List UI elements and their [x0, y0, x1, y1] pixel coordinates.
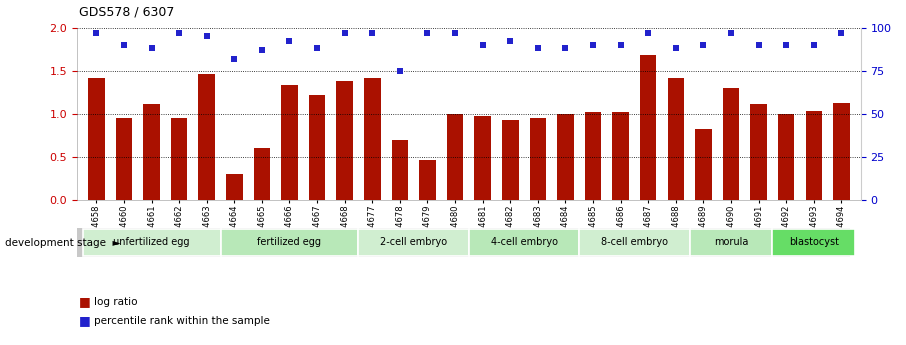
Point	[283, 39, 297, 44]
Bar	[750, 104, 766, 200]
Point	[89, 30, 103, 36]
Bar	[689, 229, 773, 256]
Text: 8-cell embryo: 8-cell embryo	[601, 237, 668, 247]
Point	[255, 47, 269, 53]
Point	[420, 30, 435, 36]
Bar	[336, 81, 353, 200]
Bar	[309, 95, 325, 200]
Point	[641, 30, 655, 36]
Bar	[834, 103, 850, 200]
Text: development stage  ►: development stage ►	[5, 238, 120, 248]
Bar	[281, 85, 298, 200]
Bar	[668, 78, 684, 200]
Bar	[723, 88, 739, 200]
Point	[696, 42, 710, 48]
Bar	[88, 78, 104, 200]
Point	[669, 46, 683, 51]
Point	[586, 42, 601, 48]
Bar	[584, 112, 602, 200]
Text: ■: ■	[79, 295, 91, 308]
Bar	[475, 116, 491, 200]
Point	[834, 30, 849, 36]
Point	[117, 42, 131, 48]
Point	[476, 42, 490, 48]
Bar	[612, 112, 629, 200]
Text: 4-cell embryo: 4-cell embryo	[490, 237, 557, 247]
Bar	[419, 159, 436, 200]
Point	[199, 33, 214, 39]
Point	[751, 42, 766, 48]
Point	[144, 46, 159, 51]
Bar	[579, 229, 689, 256]
Text: GDS578 / 6307: GDS578 / 6307	[79, 6, 174, 19]
Bar	[220, 229, 359, 256]
Bar	[640, 55, 657, 200]
Point	[724, 30, 738, 36]
Point	[337, 30, 352, 36]
Bar	[778, 114, 795, 200]
Text: blastocyst: blastocyst	[789, 237, 839, 247]
Bar	[143, 104, 159, 200]
Bar	[359, 229, 469, 256]
Bar	[226, 174, 243, 200]
Bar	[82, 229, 220, 256]
Bar	[530, 118, 546, 200]
Point	[503, 39, 517, 44]
Text: 2-cell embryo: 2-cell embryo	[381, 237, 448, 247]
Text: percentile rank within the sample: percentile rank within the sample	[94, 316, 270, 326]
Point	[227, 56, 242, 61]
Bar	[116, 118, 132, 200]
Point	[779, 42, 794, 48]
Text: morula: morula	[714, 237, 748, 247]
Bar	[557, 114, 573, 200]
Point	[806, 42, 821, 48]
Point	[392, 68, 407, 73]
Bar	[502, 120, 518, 200]
Point	[172, 30, 187, 36]
Bar	[469, 229, 579, 256]
Bar	[171, 118, 188, 200]
Text: unfertilized egg: unfertilized egg	[113, 237, 189, 247]
Text: fertilized egg: fertilized egg	[257, 237, 322, 247]
Point	[448, 30, 462, 36]
Bar	[254, 148, 270, 200]
Point	[365, 30, 380, 36]
Point	[310, 46, 324, 51]
Bar	[364, 78, 381, 200]
Bar	[805, 111, 822, 200]
Point	[531, 46, 545, 51]
Text: log ratio: log ratio	[94, 297, 138, 307]
Text: ■: ■	[79, 314, 91, 327]
Point	[613, 42, 628, 48]
Bar	[198, 74, 215, 200]
Bar	[695, 129, 712, 200]
Bar	[391, 140, 408, 200]
Bar	[773, 229, 855, 256]
Point	[558, 46, 573, 51]
Bar	[447, 114, 463, 200]
